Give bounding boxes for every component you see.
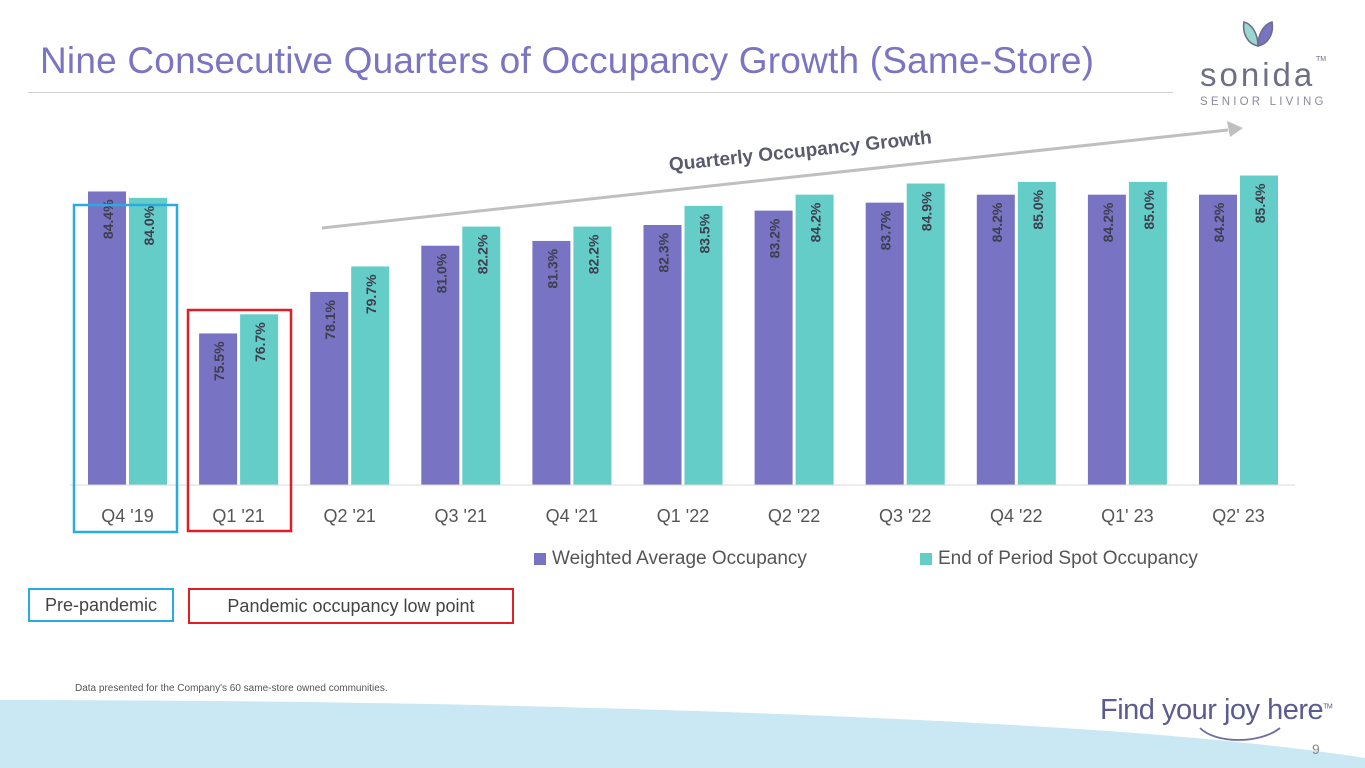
legend-spot-swatch (920, 553, 932, 565)
weighted-bar-3 (421, 245, 460, 485)
spot-bar-2 (351, 266, 390, 485)
spot-label-5: 83.5% (697, 213, 713, 253)
spot-label-7: 84.9% (919, 191, 935, 231)
spot-bar-7 (906, 183, 945, 485)
tagline-trademark: TM (1323, 703, 1333, 711)
spot-bar-5 (684, 205, 723, 486)
logo-wordmark: sonida (1200, 56, 1316, 93)
weighted-bar-8 (976, 194, 1015, 485)
x-tick-label-2: Q2 '21 (323, 506, 375, 526)
x-tick-label-5: Q1 '22 (657, 506, 709, 526)
pandemic-highlight-box (186, 308, 293, 533)
weighted-label-5: 82.3% (656, 232, 672, 272)
weighted-bar-9 (1087, 194, 1126, 485)
tagline: Find your joy hereTM (1100, 694, 1333, 727)
page-number: 9 (1312, 741, 1320, 757)
weighted-bar-6 (754, 210, 793, 485)
weighted-bar-0 (88, 191, 126, 485)
pandemic-label: Pandemic occupancy low point (227, 595, 475, 616)
x-tick-label-8: Q4 '22 (990, 506, 1042, 526)
butterfly-logo-icon (1242, 21, 1274, 47)
x-tick-label-7: Q3 '22 (879, 506, 931, 526)
spot-bar-0 (129, 197, 167, 485)
pandemic-legend-box: Pandemic occupancy low point (188, 588, 514, 624)
spot-bar-1 (240, 314, 279, 485)
logo-subtitle: SENIOR LIVING (1200, 96, 1327, 108)
weighted-label-2: 78.1% (322, 299, 338, 339)
weighted-label-10: 84.2% (1211, 202, 1227, 242)
x-tick-label-3: Q3 '21 (435, 506, 487, 526)
spot-label-2: 79.7% (363, 274, 379, 314)
logo-trademark: TM (1316, 56, 1327, 63)
spot-label-0: 84.0% (141, 205, 157, 245)
weighted-label-9: 84.2% (1100, 202, 1116, 242)
x-tick-label-6: Q2 '22 (768, 506, 820, 526)
pre-pandemic-legend-box: Pre-pandemic (28, 588, 174, 622)
weighted-label-7: 83.7% (878, 210, 894, 250)
spot-bar-10 (1240, 175, 1278, 485)
footer-wave (0, 700, 1365, 768)
weighted-label-1: 75.5% (211, 341, 227, 381)
x-tick-label-10: Q2' 23 (1212, 506, 1264, 526)
growth-arrow (321, 128, 1229, 230)
x-tick-label-9: Q1' 23 (1101, 506, 1153, 526)
weighted-bar-2 (310, 291, 349, 485)
spot-label-10: 85.4% (1252, 183, 1268, 223)
legend-spot: End of Period Spot Occupancy (920, 548, 1198, 570)
footnote: Data presented for the Company's 60 same… (75, 683, 388, 694)
pre-pandemic-highlight-box (72, 203, 179, 534)
spot-bar-3 (462, 226, 501, 486)
pre-pandemic-label: Pre-pandemic (44, 594, 158, 615)
weighted-label-8: 84.2% (989, 202, 1005, 242)
spot-label-8: 85.0% (1030, 189, 1046, 229)
weighted-bar-4 (532, 240, 571, 485)
weighted-label-6: 83.2% (767, 218, 783, 258)
spot-bar-6 (795, 194, 834, 485)
spot-label-4: 82.2% (585, 234, 601, 274)
spot-label-3: 82.2% (474, 234, 490, 274)
spot-bar-4 (573, 226, 612, 486)
x-tick-label-4: Q4 '21 (546, 506, 598, 526)
weighted-label-0: 84.4% (100, 199, 116, 239)
spot-label-1: 76.7% (252, 322, 268, 362)
legend-weighted: Weighted Average Occupancy (534, 548, 807, 570)
smile-swoosh-icon (1199, 727, 1281, 741)
title-divider (28, 92, 1173, 93)
spot-label-9: 85.0% (1141, 189, 1157, 229)
legend-weighted-swatch (534, 553, 546, 565)
growth-arrow-head (1227, 121, 1243, 137)
weighted-bar-5 (643, 224, 682, 485)
x-tick-label-1: Q1 '21 (212, 506, 264, 526)
weighted-label-3: 81.0% (433, 253, 449, 293)
weighted-bar-7 (865, 202, 904, 485)
spot-bar-8 (1017, 181, 1056, 485)
weighted-bar-1 (199, 333, 238, 485)
spot-label-6: 84.2% (808, 202, 824, 242)
legend-spot-label: End of Period Spot Occupancy (938, 548, 1198, 569)
weighted-label-4: 81.3% (544, 248, 560, 288)
company-logo: sonida TM SENIOR LIVING (1196, 16, 1336, 108)
tagline-text: Find your joy here (1100, 694, 1324, 726)
page-title: Nine Consecutive Quarters of Occupancy G… (40, 40, 1095, 81)
weighted-bar-10 (1199, 194, 1237, 485)
legend-weighted-label: Weighted Average Occupancy (552, 548, 807, 569)
spot-bar-9 (1128, 181, 1167, 485)
x-tick-label-0: Q4 '19 (101, 506, 153, 526)
